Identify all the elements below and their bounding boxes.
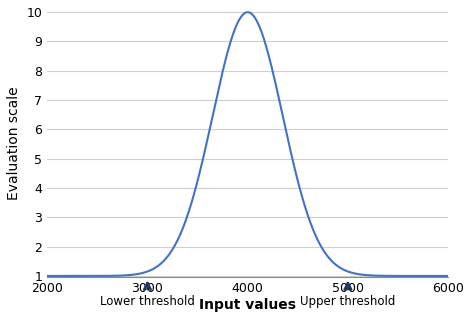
- X-axis label: Input values: Input values: [199, 298, 296, 312]
- Y-axis label: Evaluation scale: Evaluation scale: [7, 86, 21, 200]
- Text: Lower threshold: Lower threshold: [100, 295, 195, 308]
- Text: Upper threshold: Upper threshold: [300, 295, 396, 308]
